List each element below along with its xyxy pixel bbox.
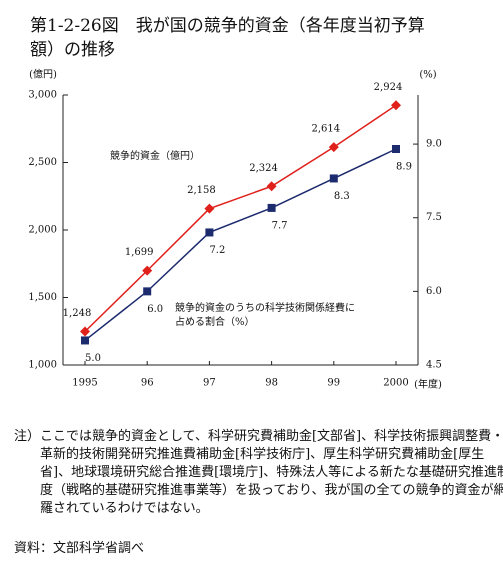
y2-tick-label: 9.0 <box>426 139 442 150</box>
y-tick-label: 1,500 <box>28 292 57 303</box>
value-label: 2,924 <box>374 82 403 93</box>
value-label: 2,158 <box>187 185 216 196</box>
y2-tick-label: 6.0 <box>426 286 442 297</box>
value-label: 5.0 <box>85 353 101 364</box>
x-tick-label: 96 <box>141 378 154 389</box>
legend-label: 競争的資金のうちの科学技術関係経費に占める割合（%） <box>175 303 355 328</box>
marker <box>266 181 277 192</box>
chart: (億円) (%) (年度) 1,000 1,500 2,000 2,500 3,000 4.5 6… <box>28 68 442 391</box>
marker <box>81 336 89 345</box>
x-tick-label: 97 <box>203 378 216 389</box>
marker <box>80 326 90 337</box>
y-tick-label: 2,500 <box>28 157 57 168</box>
marker <box>205 228 214 237</box>
x-tick-label: 99 <box>327 378 340 389</box>
marker <box>204 203 215 214</box>
value-label: 8.9 <box>396 162 412 173</box>
source: 資料：文部科学省調べ <box>14 541 145 556</box>
value-label: 1,699 <box>125 247 154 258</box>
x-tick-label: 2000 <box>383 378 408 389</box>
value-label: 2,614 <box>311 124 340 135</box>
marker <box>142 265 153 276</box>
value-label: 1,248 <box>63 308 92 319</box>
y-tick-label: 2,000 <box>28 225 57 236</box>
value-label: 7.7 <box>272 220 288 231</box>
value-label: 7.2 <box>209 245 225 256</box>
y-tick-label: 1,000 <box>28 360 57 371</box>
y-axis-label: (億円) <box>29 68 57 81</box>
chart-title: 第1-2-26図 我が国の競争的資金（各年度当初予算額）の推移 <box>30 16 425 60</box>
y2-axis-label: (%) <box>419 70 436 81</box>
y2-tick-label: 7.5 <box>426 212 442 223</box>
y-tick-label: 3,000 <box>28 90 57 101</box>
note: 注）ここでは競争的資金として、科学研究費補助金[文部省]、科学技術振興調整費・革… <box>14 429 503 516</box>
x-axis-label: (年度) <box>414 378 442 391</box>
marker <box>328 142 339 153</box>
legend-label: 競争的資金（億円） <box>110 151 200 162</box>
marker <box>143 287 152 296</box>
legend-entry: 競争的資金（億円） <box>110 151 200 162</box>
x-tick-label: 98 <box>265 378 278 389</box>
marker <box>329 174 338 183</box>
series-line <box>84 148 397 342</box>
legend-entry: 競争的資金のうちの科学技術関係経費に占める割合（%） <box>175 303 355 328</box>
value-label: 8.3 <box>334 191 350 202</box>
value-label: 2,324 <box>249 163 278 174</box>
y2-tick-label: 4.5 <box>426 360 442 371</box>
marker <box>267 203 276 212</box>
marker <box>392 145 400 153</box>
value-label: 6.0 <box>147 304 163 315</box>
x-tick-label: 1995 <box>72 378 97 389</box>
marker <box>391 100 401 111</box>
series-line <box>84 104 397 333</box>
